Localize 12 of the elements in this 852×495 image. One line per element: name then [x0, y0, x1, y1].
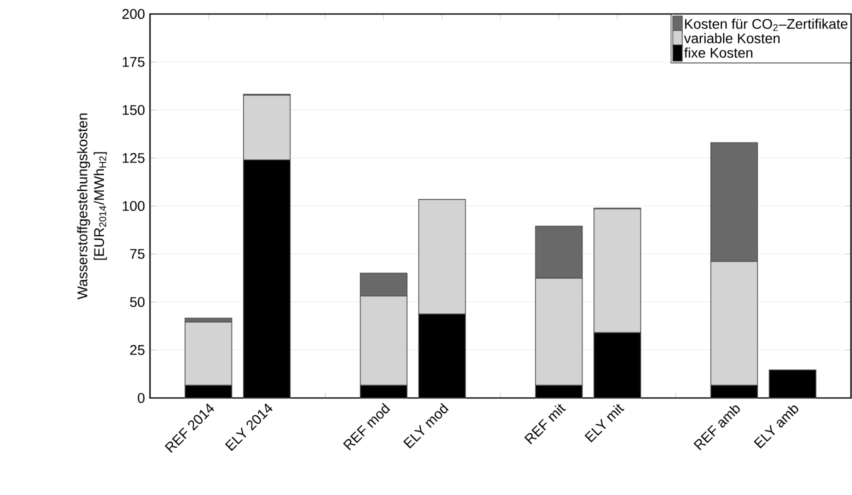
- y-tick-label: 150: [122, 105, 145, 115]
- y-tick-label: 175: [122, 57, 144, 67]
- legend-label: Kosten für CO$_{2}$–Zertifikate: [685, 18, 848, 31]
- y-tick-label: 25: [130, 345, 144, 355]
- y-tick-label: 200: [122, 9, 145, 19]
- y-tick-label: 0: [138, 393, 145, 403]
- legend-label: fixe Kosten: [684, 47, 752, 58]
- y-tick-label: 50: [130, 297, 145, 307]
- y-tick-label: 125: [122, 153, 144, 163]
- y-tick-label: 75: [130, 249, 144, 259]
- legend-label: variable Kosten: [684, 33, 780, 44]
- y-tick-label: 100: [122, 201, 145, 211]
